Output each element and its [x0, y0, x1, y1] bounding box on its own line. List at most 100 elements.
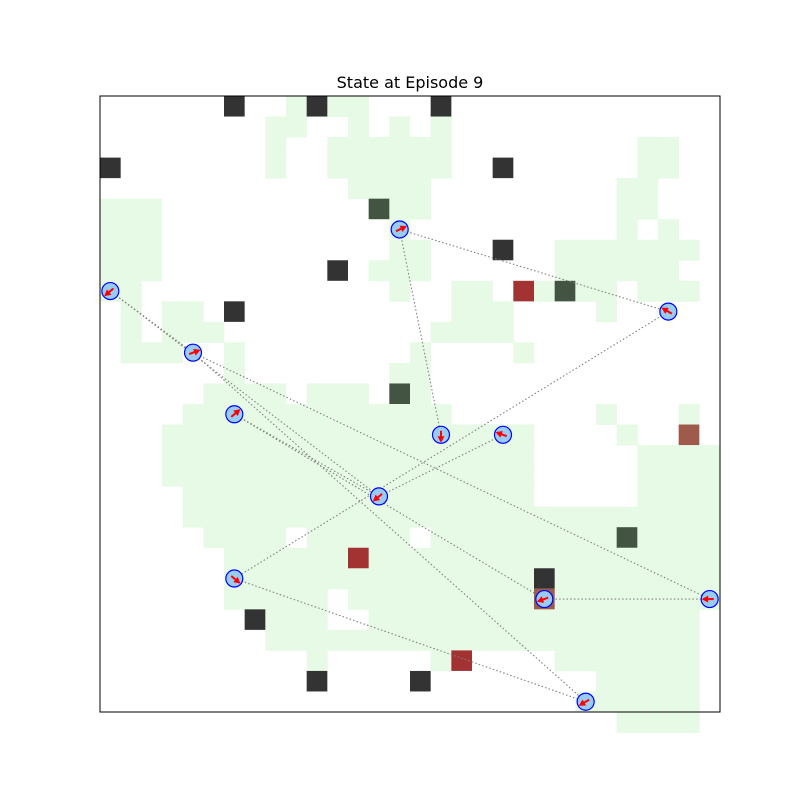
obstacle-cell	[224, 96, 245, 117]
visited-cell	[678, 404, 700, 425]
visited-cell	[348, 178, 432, 200]
visited-cell	[348, 116, 370, 138]
visited-cell	[616, 219, 638, 241]
visited-cell	[451, 465, 535, 487]
visited-cell	[327, 506, 370, 528]
agent	[659, 302, 678, 321]
visited-cell	[224, 568, 328, 590]
visited-cell	[513, 547, 638, 569]
agent-link	[192, 352, 710, 600]
agent-links-layer	[109, 228, 710, 703]
dark-green-cell	[616, 527, 638, 548]
visited-cell	[575, 568, 721, 590]
visited-cell	[162, 424, 328, 446]
agents-layer	[101, 220, 719, 711]
visited-cell	[410, 342, 432, 364]
visited-cell	[162, 301, 204, 323]
visited-cell	[616, 712, 700, 733]
visited-cell	[286, 96, 370, 117]
visited-cell	[265, 116, 308, 138]
visited-cell	[265, 157, 287, 179]
visited-cell	[637, 465, 721, 487]
plot-area	[100, 96, 721, 733]
red-cell	[451, 650, 472, 671]
visited-cell	[203, 527, 287, 549]
visited-cell	[389, 280, 411, 302]
visited-cell	[162, 445, 308, 466]
visited-cell	[224, 588, 328, 610]
visited-cell	[637, 137, 680, 158]
visited-cell	[575, 691, 700, 713]
visited-cell	[306, 404, 452, 425]
visited-cell	[306, 445, 411, 466]
visited-cell	[368, 506, 556, 528]
agent-arrowhead	[193, 348, 201, 356]
agent-arrowhead	[495, 430, 503, 438]
obstacle-cell	[430, 96, 452, 117]
visited-cell	[348, 588, 556, 610]
visited-cell	[616, 198, 659, 220]
agent	[225, 569, 244, 588]
visited-cell	[596, 404, 618, 425]
agent	[576, 692, 595, 711]
visited-cell	[554, 588, 597, 610]
agent-link	[234, 413, 545, 600]
agent-link	[399, 229, 442, 435]
visited-cell	[327, 465, 390, 487]
visited-cell	[389, 116, 411, 138]
agent	[369, 487, 389, 506]
visited-cell	[120, 321, 142, 343]
visited-cell	[534, 629, 700, 651]
visited-cell	[430, 527, 535, 549]
dark-green-cell	[554, 280, 576, 302]
visited-cell	[306, 383, 370, 405]
visited-cell	[616, 424, 638, 446]
visited-cell	[100, 198, 163, 220]
visited-cell	[182, 506, 328, 528]
visited-cell	[120, 301, 142, 323]
visited-cell	[596, 588, 721, 610]
visited-cell	[658, 219, 680, 241]
visited-cell	[100, 260, 163, 282]
brown-cell	[678, 424, 700, 446]
agent-arrowhead	[399, 225, 407, 233]
visited-cell	[100, 239, 163, 261]
visited-cell	[389, 362, 432, 384]
obstacle-cell	[327, 260, 348, 281]
visited-cell	[637, 547, 721, 569]
agent-arrowhead	[372, 494, 381, 502]
visited-cell	[534, 506, 576, 528]
visited-cell	[451, 486, 535, 508]
visited-cell	[616, 178, 659, 200]
visited-cell	[224, 547, 328, 569]
visited-cell	[430, 609, 535, 631]
red-cell	[513, 280, 534, 302]
visited-cell	[306, 650, 328, 672]
visited-cell	[430, 116, 452, 138]
agent-link	[399, 228, 669, 313]
agent-link	[192, 352, 587, 703]
visited-cell	[306, 527, 411, 549]
visited-cell	[100, 219, 163, 241]
visited-cell	[554, 260, 680, 282]
visited-cell	[596, 670, 700, 692]
obstacle-cell	[224, 301, 245, 322]
visited-cell	[327, 629, 556, 651]
agent	[700, 589, 719, 609]
visited-cell	[596, 301, 618, 323]
agent-link	[234, 578, 586, 703]
visited-cell	[451, 280, 494, 302]
visited-cell	[637, 445, 721, 466]
visited-cell	[389, 568, 597, 590]
visited-cell	[513, 342, 535, 364]
visited-cell	[224, 362, 246, 384]
visited-cell	[492, 445, 535, 466]
agent-arrowhead	[104, 289, 112, 297]
dark-green-cell	[389, 383, 410, 404]
visited-cell	[162, 465, 328, 487]
visited-cell	[389, 239, 432, 261]
agent	[431, 425, 451, 444]
agent	[535, 589, 554, 609]
visited-cell	[534, 609, 597, 631]
